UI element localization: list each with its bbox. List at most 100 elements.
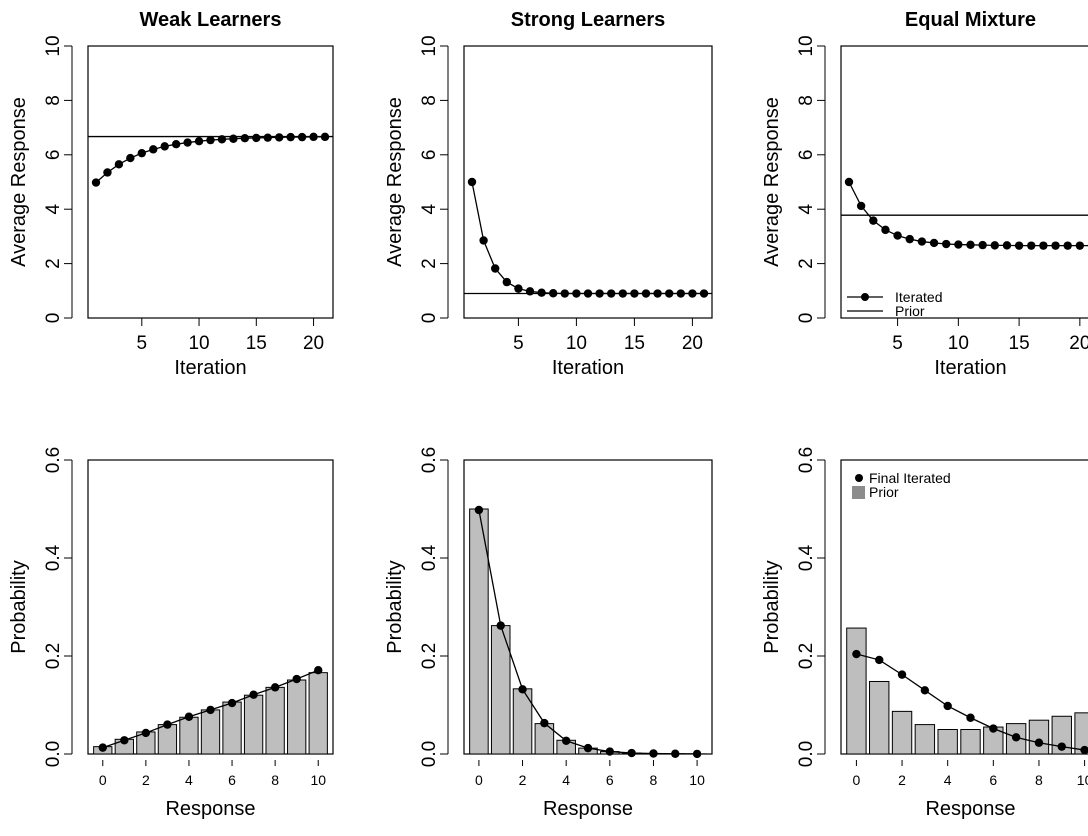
y-tick-label: 2 [43,258,64,269]
final-iterated-point [249,690,258,699]
iterated-point [1051,241,1060,250]
panel-equal-mixture-iteration: Equal Mixture 0 2 4 6 8 10 Average Response Iter… [761,9,1088,379]
y-tick-label: 0.2 [796,643,817,669]
y-tick-label: 0 [796,313,817,324]
y-tick-label: 6 [419,150,440,161]
prior-bar [960,729,981,755]
iterated-point [491,264,500,273]
final-iterated-point [270,683,280,692]
iterated-point [917,237,927,246]
legend-prior-label: Prior [895,303,925,319]
x-tick-label: 20 [1069,333,1088,354]
x-tick-label: 10 [310,772,326,788]
iterated-point [525,287,535,296]
prior-bar [1028,719,1050,755]
y-tick-label: 6 [796,150,817,161]
iterated-point [286,132,295,142]
y-tick-label: 10 [419,35,440,56]
x-tick-label: 10 [689,772,705,788]
iterated-point [630,289,639,298]
final-iterated-point [605,747,615,756]
iterated-point [171,139,181,149]
iterated-point [665,289,674,298]
iterated-point [275,133,284,142]
x-axis-label: Iteration [552,357,624,379]
plot-frame [840,45,1088,319]
y-tick-label: 4 [796,203,817,214]
y-tick-label: 0.0 [796,741,817,767]
iterated-point [1002,241,1012,250]
y-tick-label: 8 [796,95,817,106]
iterated-point [954,240,963,249]
iterated-point [844,177,854,187]
iterated-point [263,133,272,142]
panel-strong-learners-distribution: 0.0 0.2 0.4 0.6 Probability Response 0 2 4 6 8 10 [384,447,713,820]
y-tick-label: 10 [796,35,817,56]
x-axis-label: Iteration [934,357,1006,379]
final-iterated-point [852,649,861,659]
final-iterated-point [897,670,907,679]
x-tick-label: 5 [137,333,148,354]
y-tick-label: 0.0 [43,741,64,767]
x-tick-label: 10 [1077,772,1088,788]
prior-bar [891,710,913,755]
iterated-point [229,134,238,143]
x-tick-label: 2 [519,772,527,788]
x-tick-label: 10 [188,333,209,354]
iterated-point [137,148,146,158]
x-tick-label: 0 [475,772,483,788]
iterated-point [618,289,627,298]
y-tick-label: 0.2 [419,643,440,669]
x-tick-label: 8 [650,772,658,788]
y-tick-label: 0.6 [419,447,440,473]
final-iterated-point [627,748,636,758]
x-tick-label: 4 [185,772,193,788]
x-tick-label: 10 [566,333,587,354]
iterated-point [572,289,581,298]
iterated-point [905,234,914,244]
iterated-point [1063,241,1072,250]
panel-title: Equal Mixture [905,9,1036,31]
iterated-point [103,168,112,177]
final-iterated-point [474,505,484,515]
y-tick-label: 2 [796,258,817,269]
x-tick-label: 4 [562,772,570,788]
final-iterated-point [1011,733,1021,742]
final-iterated-point [206,705,215,715]
plot-frame [87,45,334,319]
iterated-point [856,201,866,211]
iterated-point [479,236,488,245]
legend-final-iterated-marker [855,474,863,482]
iterated-point [537,288,546,297]
x-tick-label: 8 [271,772,279,788]
prior-bar [265,686,285,755]
final-iterated-point [966,713,975,722]
y-tick-label: 2 [419,258,440,269]
final-iterated-point [1057,742,1066,751]
final-iterated-point [583,743,593,753]
final-iterated-point [875,655,884,665]
x-tick-label: 10 [948,333,969,354]
iterated-point [676,289,685,298]
iterated-point [297,132,307,142]
iterated-point [560,289,569,298]
prior-bar [243,694,264,755]
x-tick-label: 6 [989,772,997,788]
x-tick-label: 0 [99,772,107,788]
iterated-point [942,239,951,249]
x-tick-label: 0 [853,772,861,788]
legend-prior-label: Prior [869,484,899,500]
x-axis-label: Response [925,798,1015,820]
final-iterated-point [98,743,107,752]
x-axis-label: Response [543,798,633,820]
x-axis-label: Iteration [174,357,246,379]
iterated-point [467,177,477,187]
plot-frame [463,45,713,319]
iterated-point [699,289,709,298]
iterated-point [595,289,604,298]
iterated-point [653,289,662,298]
iterated-point [206,135,215,145]
final-iterated-point [141,728,151,738]
y-tick-label: 8 [43,95,64,106]
iterated-point [1075,241,1085,250]
